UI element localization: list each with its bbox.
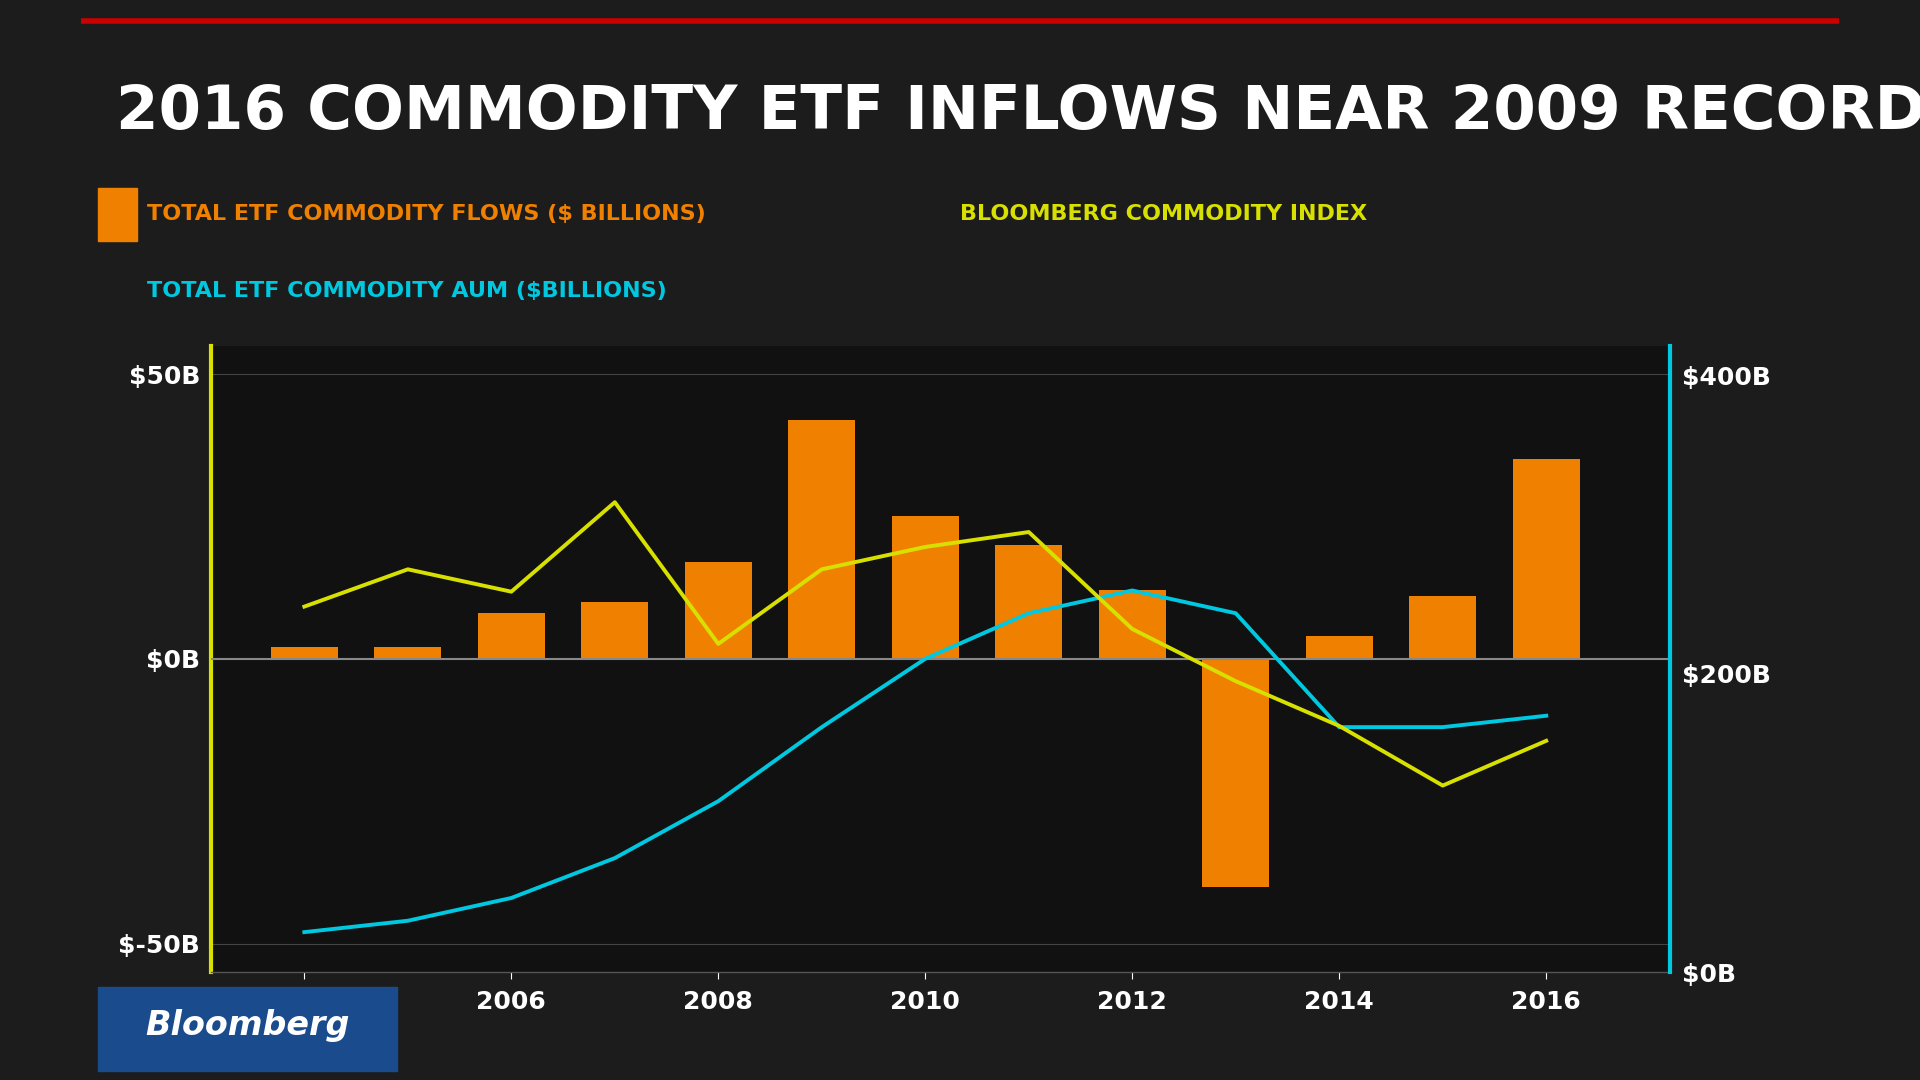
- Bar: [1202, 659, 1269, 887]
- Text: Bloomberg: Bloomberg: [146, 1010, 349, 1042]
- Bar: [1409, 596, 1476, 659]
- Bar: [478, 613, 545, 659]
- Bar: [374, 647, 442, 659]
- Bar: [1306, 636, 1373, 659]
- Bar: [891, 516, 958, 659]
- Bar: [271, 647, 338, 659]
- Text: TOTAL ETF COMMODITY AUM ($BILLIONS): TOTAL ETF COMMODITY AUM ($BILLIONS): [148, 281, 668, 300]
- Text: BLOOMBERG COMMODITY INDEX: BLOOMBERG COMMODITY INDEX: [960, 204, 1367, 224]
- Text: TOTAL ETF COMMODITY FLOWS ($ BILLIONS): TOTAL ETF COMMODITY FLOWS ($ BILLIONS): [148, 204, 707, 224]
- Bar: [995, 545, 1062, 659]
- Bar: [582, 602, 649, 659]
- Bar: [98, 987, 397, 1071]
- Bar: [1513, 459, 1580, 659]
- Bar: [685, 562, 753, 659]
- Text: 2016 COMMODITY ETF INFLOWS NEAR 2009 RECORD: 2016 COMMODITY ETF INFLOWS NEAR 2009 REC…: [115, 83, 1920, 141]
- Bar: [98, 188, 136, 241]
- Bar: [1098, 591, 1165, 659]
- Bar: [787, 420, 856, 659]
